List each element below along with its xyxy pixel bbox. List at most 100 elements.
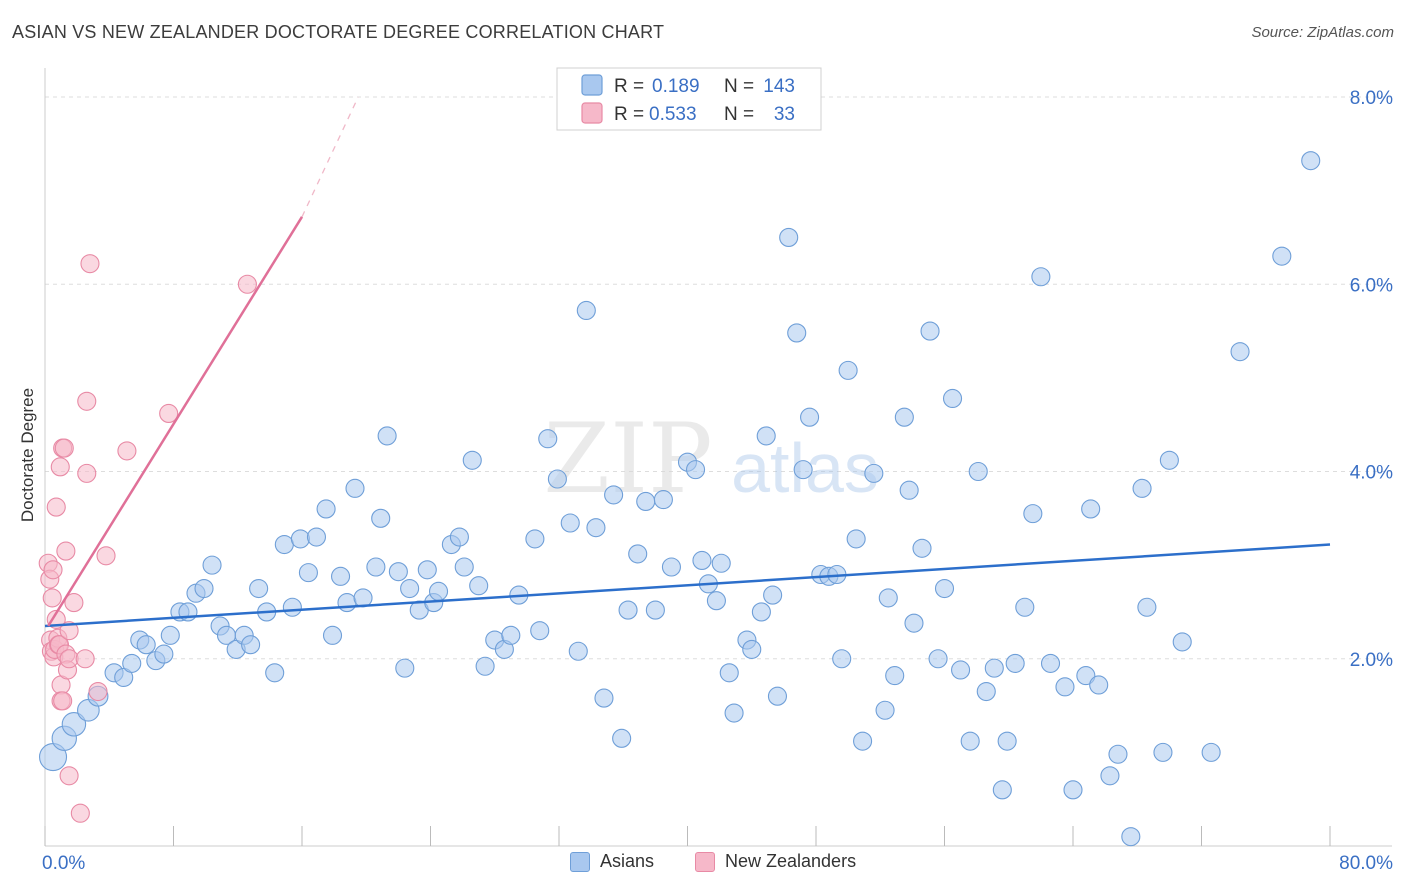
new-zealanders-point bbox=[88, 681, 108, 702]
asians-point bbox=[337, 593, 357, 613]
new-zealanders-point bbox=[117, 441, 137, 461]
asians-point bbox=[628, 544, 648, 564]
asians-point bbox=[1023, 504, 1043, 524]
asians-point bbox=[1121, 827, 1141, 847]
asians-point bbox=[1031, 267, 1051, 287]
asians-point bbox=[1100, 766, 1120, 786]
asians-point bbox=[400, 578, 420, 599]
asians-point bbox=[1272, 246, 1292, 266]
legend-bottom-label-asians: Asians bbox=[600, 851, 655, 871]
asians-point bbox=[951, 660, 971, 680]
new-zealanders-point bbox=[237, 274, 257, 294]
asians-point bbox=[742, 639, 762, 659]
trend-lines bbox=[44, 96, 1331, 628]
asians-point bbox=[1132, 478, 1152, 498]
asians-point bbox=[787, 323, 807, 343]
asians-point bbox=[345, 478, 365, 498]
asians-point bbox=[1301, 151, 1321, 171]
asians-point bbox=[1108, 744, 1128, 764]
legend-r-value-new-zealanders: 0.533 bbox=[649, 104, 697, 125]
asians-point bbox=[388, 562, 408, 582]
asians-point bbox=[122, 653, 142, 673]
legend-r-label-new-zealanders: R = bbox=[614, 104, 644, 125]
asians-point bbox=[322, 625, 343, 645]
asians-point bbox=[265, 663, 285, 683]
asians-point bbox=[711, 553, 731, 573]
asians-point bbox=[136, 635, 156, 655]
legend-r-value-asians: 0.189 bbox=[652, 76, 700, 97]
source-label: Source: ZipAtlas.com bbox=[1251, 24, 1394, 41]
asians-point bbox=[538, 429, 558, 449]
asians-point bbox=[920, 321, 940, 341]
new-zealanders-point bbox=[56, 541, 76, 561]
asians-point bbox=[282, 597, 302, 617]
asians-point bbox=[661, 557, 681, 577]
asians-point bbox=[160, 625, 180, 645]
asians-point bbox=[290, 529, 310, 549]
new-zealanders-point bbox=[59, 766, 79, 786]
new-zealanders-point bbox=[59, 621, 79, 641]
asians-point bbox=[501, 625, 521, 645]
asians-point bbox=[298, 563, 318, 583]
asians-point bbox=[984, 658, 1004, 678]
asians-point bbox=[636, 491, 656, 512]
asians-point bbox=[1153, 742, 1173, 762]
asians-point bbox=[645, 600, 665, 620]
asians-point bbox=[316, 499, 336, 519]
asians-point bbox=[454, 557, 474, 577]
asians-point bbox=[530, 621, 550, 641]
x-tick-label-min: 0.0% bbox=[42, 853, 85, 874]
legend-n-value-new-zealanders: 33 bbox=[774, 104, 795, 125]
asians-point bbox=[1159, 450, 1179, 470]
legend-swatch-new-zealanders bbox=[581, 102, 603, 124]
y-tick-label-8: 8.0% bbox=[1350, 88, 1393, 109]
asians-point bbox=[576, 300, 596, 321]
asians-point bbox=[653, 490, 673, 510]
new-zealanders-point bbox=[77, 391, 97, 411]
asians-point bbox=[875, 700, 895, 720]
asians-point bbox=[61, 712, 87, 737]
asians-point bbox=[306, 527, 327, 547]
asians-point bbox=[885, 666, 905, 686]
asians-point bbox=[1076, 666, 1096, 686]
new-zealanders-point bbox=[75, 649, 95, 669]
asians-point bbox=[194, 578, 214, 599]
asians-point bbox=[960, 731, 980, 751]
asians-point bbox=[853, 731, 873, 751]
asians-point bbox=[371, 508, 391, 528]
asians-point bbox=[846, 529, 866, 549]
asians-point bbox=[612, 728, 632, 748]
asians-point bbox=[1055, 677, 1075, 697]
asians-point bbox=[604, 485, 624, 505]
asians-point bbox=[1137, 597, 1157, 617]
legend-bottom-item-new-zealanders: New Zealanders bbox=[695, 851, 856, 872]
asians-point bbox=[767, 686, 788, 706]
asians-point bbox=[899, 480, 919, 500]
asians-point bbox=[202, 555, 222, 575]
new-zealanders-points bbox=[38, 254, 257, 823]
asians-point bbox=[832, 649, 852, 669]
asians-point bbox=[241, 635, 261, 655]
tick-labels: 2.0% 4.0% 6.0% 8.0% 0.0% 80.0% bbox=[42, 88, 1393, 874]
asians-point bbox=[249, 578, 269, 599]
asians-point bbox=[838, 360, 858, 380]
chart-title: ASIAN VS NEW ZEALANDER DOCTORATE DEGREE … bbox=[12, 22, 665, 42]
asians-point bbox=[377, 426, 397, 446]
asians-point bbox=[724, 703, 744, 723]
legend-bottom: Asians New Zealanders bbox=[0, 851, 1406, 877]
grid-lines bbox=[45, 96, 1392, 660]
asians-point bbox=[864, 463, 884, 483]
legend-r-label-asians: R = bbox=[614, 76, 644, 97]
asians-point bbox=[449, 527, 469, 547]
asians-point bbox=[878, 588, 898, 608]
asians-point bbox=[992, 780, 1012, 800]
asians-point bbox=[366, 557, 386, 577]
new-zealanders-trend-extension bbox=[301, 96, 359, 218]
asians-point bbox=[525, 529, 545, 549]
legend-top: R = 0.189 N = 143 R = 0.533 N = 33 bbox=[556, 67, 822, 131]
asians-point bbox=[912, 538, 932, 558]
asians-point bbox=[1040, 653, 1061, 673]
y-axis-label: Doctorate Degree bbox=[18, 387, 37, 523]
asians-point bbox=[1081, 499, 1101, 519]
asians-point bbox=[1005, 653, 1025, 673]
